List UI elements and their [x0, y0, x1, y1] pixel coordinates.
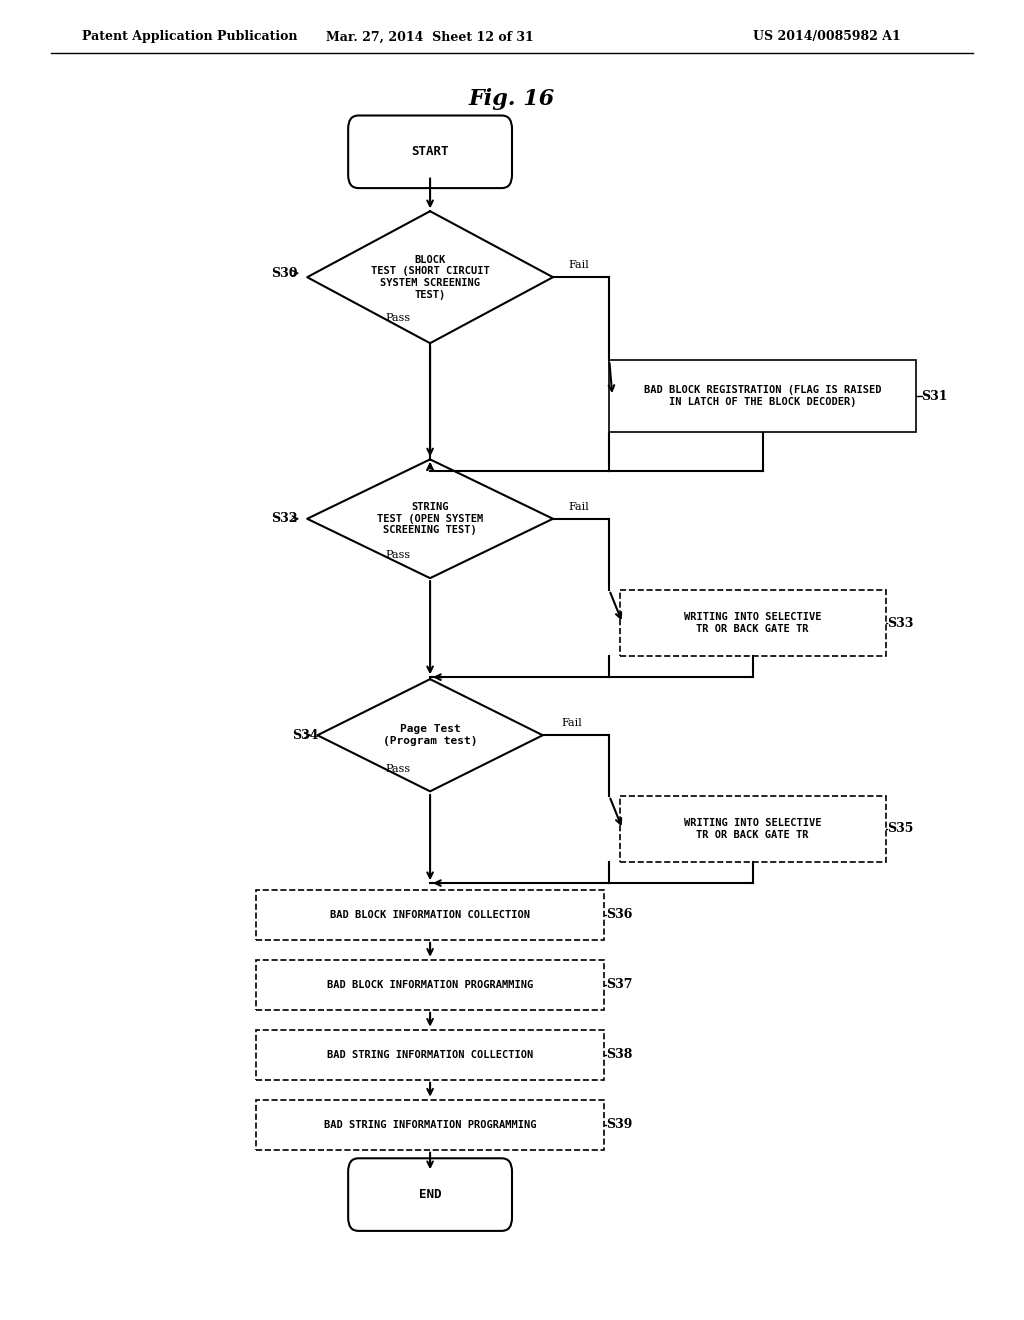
Text: STRING
TEST (OPEN SYSTEM
SCREENING TEST): STRING TEST (OPEN SYSTEM SCREENING TEST)	[377, 502, 483, 536]
Text: Fig. 16: Fig. 16	[469, 88, 555, 110]
Text: S37: S37	[606, 978, 633, 991]
Text: BAD STRING INFORMATION PROGRAMMING: BAD STRING INFORMATION PROGRAMMING	[324, 1119, 537, 1130]
Text: END: END	[419, 1188, 441, 1201]
Bar	[256, 890, 604, 940]
Text: BAD STRING INFORMATION COLLECTION: BAD STRING INFORMATION COLLECTION	[327, 1049, 534, 1060]
Bar	[256, 960, 604, 1010]
Text: S38: S38	[606, 1048, 633, 1061]
Text: Pass: Pass	[385, 550, 411, 561]
Text: Fail: Fail	[568, 260, 589, 271]
Text: S34: S34	[292, 729, 318, 742]
Text: S31: S31	[922, 389, 948, 403]
Text: S39: S39	[606, 1118, 633, 1131]
Text: WRITING INTO SELECTIVE
TR OR BACK GATE TR: WRITING INTO SELECTIVE TR OR BACK GATE T…	[684, 612, 821, 634]
Text: BAD BLOCK INFORMATION PROGRAMMING: BAD BLOCK INFORMATION PROGRAMMING	[327, 979, 534, 990]
FancyBboxPatch shape	[348, 1159, 512, 1230]
Text: Pass: Pass	[385, 313, 411, 323]
Bar	[256, 1030, 604, 1080]
Bar	[256, 1100, 604, 1150]
Polygon shape	[307, 459, 553, 578]
Bar	[620, 590, 886, 656]
Text: S35: S35	[887, 822, 913, 836]
Text: S33: S33	[887, 616, 913, 630]
Text: WRITING INTO SELECTIVE
TR OR BACK GATE TR: WRITING INTO SELECTIVE TR OR BACK GATE T…	[684, 818, 821, 840]
Text: S30: S30	[271, 267, 298, 280]
Text: BLOCK
TEST (SHORT CIRCUIT
SYSTEM SCREENING
TEST): BLOCK TEST (SHORT CIRCUIT SYSTEM SCREENI…	[371, 255, 489, 300]
FancyBboxPatch shape	[348, 115, 512, 187]
Bar	[620, 796, 886, 862]
Polygon shape	[317, 678, 543, 791]
Text: BAD BLOCK INFORMATION COLLECTION: BAD BLOCK INFORMATION COLLECTION	[330, 909, 530, 920]
Text: S36: S36	[606, 908, 633, 921]
Text: Patent Application Publication: Patent Application Publication	[82, 30, 297, 44]
Text: START: START	[412, 145, 449, 158]
Text: Pass: Pass	[385, 764, 411, 775]
Text: BAD BLOCK REGISTRATION (FLAG IS RAISED
IN LATCH OF THE BLOCK DECODER): BAD BLOCK REGISTRATION (FLAG IS RAISED I…	[644, 385, 882, 407]
Text: S32: S32	[271, 512, 298, 525]
Polygon shape	[307, 211, 553, 343]
Bar	[609, 360, 916, 433]
Text: Mar. 27, 2014  Sheet 12 of 31: Mar. 27, 2014 Sheet 12 of 31	[327, 30, 534, 44]
Text: Fail: Fail	[568, 502, 589, 512]
Text: US 2014/0085982 A1: US 2014/0085982 A1	[754, 30, 901, 44]
Text: Page Test
(Program test): Page Test (Program test)	[383, 725, 477, 746]
Text: Fail: Fail	[561, 718, 582, 729]
